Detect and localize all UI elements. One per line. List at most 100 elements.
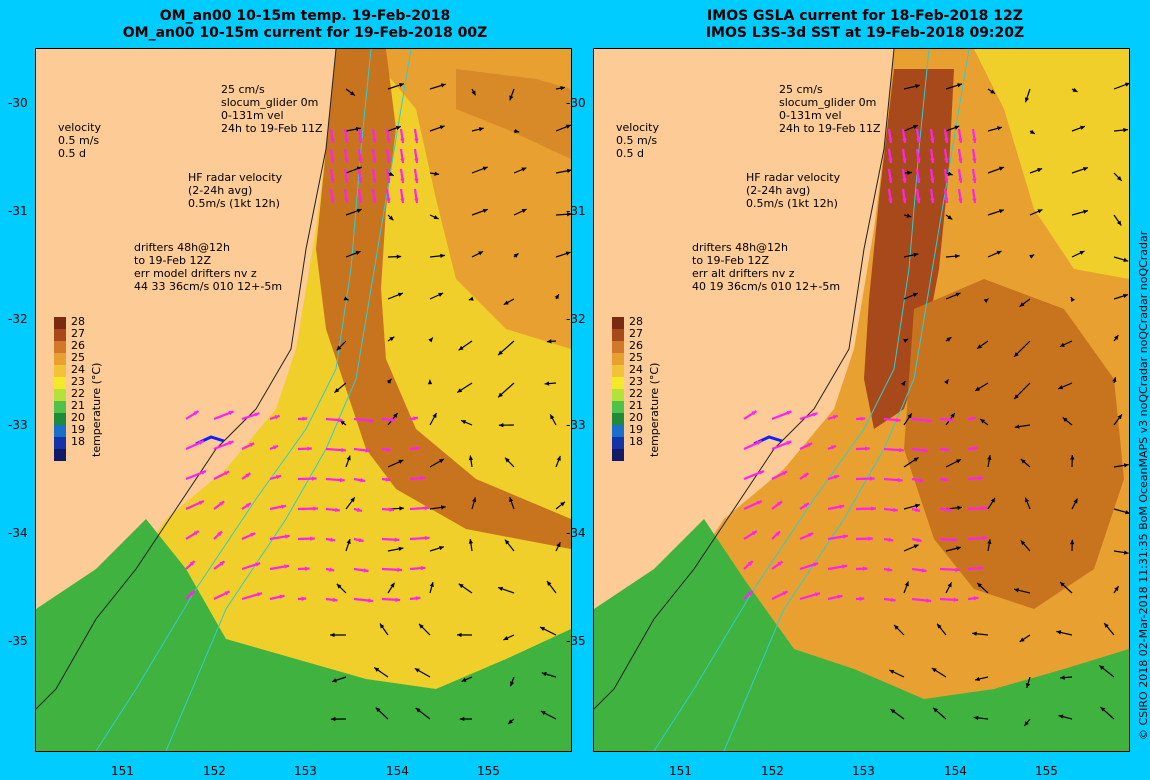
current-vector-head [414, 178, 419, 183]
glider-legend-depth: 0-131m vel [221, 109, 284, 122]
colorbar-cell [612, 401, 624, 413]
current-vector-head [457, 388, 463, 393]
current-vector-head [956, 459, 962, 464]
current-vector-head [372, 178, 377, 183]
current-vector-head [413, 416, 419, 421]
current-vector-head [414, 668, 420, 673]
current-vector-head [943, 477, 949, 482]
current-vector-head [975, 386, 981, 391]
current-vector-head [358, 158, 363, 163]
right-panel-title: IMOS GSLA current for 18-Feb-2018 12Z IM… [600, 8, 1130, 42]
current-vector-head [947, 215, 953, 220]
contour-line [95, 49, 372, 751]
velocity-legend-title: velocity [58, 121, 101, 134]
current-vector-head [902, 178, 907, 183]
glider-legend-depth: 0-131m vel [779, 109, 842, 122]
current-vector-head [916, 178, 921, 183]
current-vector-head [257, 592, 262, 597]
hf-radar-legend-scale: 0.5m/s (1kt 12h) [746, 197, 838, 210]
colorbar-tick: 18 [71, 435, 85, 448]
current-vector-head [902, 198, 907, 203]
current-vector-head [302, 416, 308, 421]
current-vector-head [1099, 665, 1105, 670]
current-vector-head [1116, 176, 1122, 181]
current-vector-head [1037, 168, 1043, 173]
current-vector-head [424, 505, 430, 511]
current-vector-head [514, 129, 520, 134]
current-vector-head [1058, 714, 1064, 719]
current-vector-head [217, 531, 223, 537]
lat-label: -33 [8, 418, 28, 432]
current-vector-head [808, 533, 814, 538]
lon-label: 155 [477, 764, 500, 778]
current-vector-head [958, 158, 963, 163]
current-vector-head [439, 125, 445, 130]
current-vector-head [1123, 293, 1129, 299]
colorbar-tick: 28 [629, 315, 643, 328]
current-vector-head [365, 448, 371, 453]
current-vector-head [310, 536, 315, 541]
current-vector-head [343, 296, 349, 301]
current-vector-head [284, 564, 289, 569]
current-vector-head [356, 126, 361, 132]
current-vector-head [1123, 550, 1129, 555]
current-vector-head [972, 178, 977, 183]
current-vector-head [503, 300, 509, 305]
current-vector-head [1019, 302, 1025, 307]
current-vector-head [198, 500, 204, 505]
current-vector-head [1070, 455, 1075, 460]
current-vector-head [374, 667, 380, 672]
current-vector-head [1029, 129, 1035, 134]
current-vector-head [338, 417, 343, 423]
current-vector-head [458, 583, 464, 589]
current-vector-head [336, 345, 342, 351]
current-vector-head [888, 537, 894, 542]
current-vector-head [915, 503, 920, 508]
current-vector-head [918, 478, 923, 483]
current-vector-head [1116, 220, 1122, 226]
current-vector-head [837, 594, 843, 599]
current-vector-head [521, 167, 527, 172]
current-vector-head [400, 198, 405, 203]
current-vector-head [439, 545, 444, 551]
current-vector-head [842, 564, 847, 569]
colorbar-cell [612, 389, 624, 401]
lon-label: 154 [944, 764, 967, 778]
colorbar-tick: 28 [71, 315, 85, 328]
current-vector-head [972, 198, 977, 203]
current-vector-head [956, 546, 962, 551]
current-vector-head [1117, 414, 1122, 420]
current-vector-head [513, 253, 519, 258]
current-vector-head [860, 416, 866, 421]
current-vector-head [1124, 82, 1129, 87]
current-vector-head [1024, 97, 1030, 103]
current-vector-head [832, 415, 838, 420]
current-vector-head [907, 170, 912, 175]
current-vector-head [344, 138, 349, 143]
current-vector-head [1070, 297, 1076, 303]
current-vector-head [304, 566, 310, 571]
current-vector-head [947, 582, 952, 588]
hf-radar-legend-scale: 0.5m/s (1kt 12h) [188, 197, 280, 210]
current-vector-head [415, 708, 421, 713]
current-vector-head [554, 294, 559, 300]
current-vector-head [971, 416, 977, 421]
current-vector-head [336, 583, 342, 589]
current-vector-head [915, 84, 920, 89]
current-vector-head [782, 591, 788, 596]
current-vector-head [890, 709, 896, 714]
current-vector-head [386, 198, 391, 203]
glider-legend-speed: 25 cm/s [779, 83, 823, 96]
current-vector-head [944, 198, 949, 203]
current-vector-head [398, 546, 404, 552]
current-vector-head [812, 412, 818, 417]
current-vector-head [957, 83, 962, 88]
current-vector-head [400, 178, 405, 183]
current-vector-head [521, 209, 527, 213]
current-vector-head [977, 582, 982, 588]
current-vector-head [915, 507, 921, 513]
current-vector-head [957, 505, 962, 510]
current-vector-head [1123, 463, 1129, 468]
current-vector-head [958, 138, 963, 143]
current-vector-head [386, 447, 391, 452]
